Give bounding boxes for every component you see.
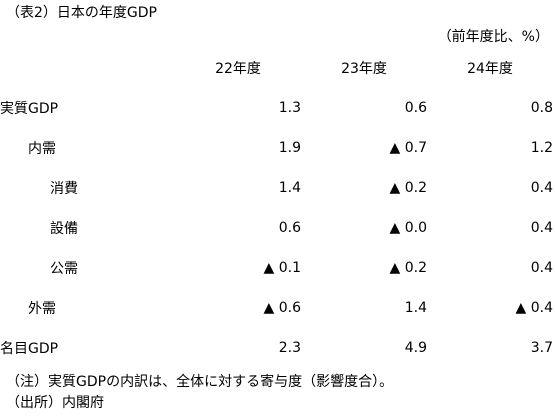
table-row: 内需 1.9 ▲ 0.7 1.2 bbox=[0, 128, 553, 168]
table-cell: 0.8 bbox=[530, 100, 553, 116]
table-cell: 4.9 bbox=[404, 340, 427, 356]
table-cell: ▲ 0.7 bbox=[389, 140, 427, 156]
table-cell: 1.3 bbox=[278, 100, 301, 116]
row-label: 外需 bbox=[28, 301, 56, 317]
indent-cell bbox=[0, 248, 28, 288]
table-row: 実質GDP 1.3 0.6 0.8 bbox=[0, 88, 553, 128]
indent-cell bbox=[28, 208, 50, 248]
table-cell: 3.7 bbox=[530, 340, 553, 356]
table-cell: 0.6 bbox=[404, 100, 427, 116]
unit-label: （前年度比、%） bbox=[437, 29, 549, 45]
row-label: 設備 bbox=[50, 221, 78, 237]
table-cell: 0.4 bbox=[530, 180, 553, 196]
column-header: 23年度 bbox=[341, 61, 387, 77]
indent-cell bbox=[0, 128, 28, 168]
table-cell: ▲ 0.2 bbox=[389, 260, 427, 276]
table-cell: 1.9 bbox=[278, 140, 301, 156]
indent-cell bbox=[0, 208, 28, 248]
table-cell: 1.4 bbox=[404, 300, 427, 316]
table-cell: ▲ 0.0 bbox=[389, 220, 427, 236]
indent-cell bbox=[28, 168, 50, 208]
row-label: 消費 bbox=[50, 181, 78, 197]
table-row: 外需 ▲ 0.6 1.4 ▲ 0.4 bbox=[0, 288, 553, 328]
indent-cell bbox=[0, 288, 28, 328]
source-note: （出所）内閣府 bbox=[6, 395, 104, 411]
footnote: （注）実質GDPの内訳は、全体に対する寄与度（影響度合）。 bbox=[6, 374, 394, 390]
row-label: 名目GDP bbox=[0, 341, 59, 357]
table-cell: 0.4 bbox=[530, 260, 553, 276]
table-row: 消費 1.4 ▲ 0.2 0.4 bbox=[0, 168, 553, 208]
header-label-cell bbox=[0, 48, 175, 88]
column-header: 24年度 bbox=[467, 61, 513, 77]
table-cell: 2.3 bbox=[278, 340, 301, 356]
table-cell: ▲ 0.2 bbox=[389, 180, 427, 196]
table-row: 名目GDP 2.3 4.9 3.7 bbox=[0, 328, 553, 368]
indent-cell bbox=[28, 248, 50, 288]
table-row: 設備 0.6 ▲ 0.0 0.4 bbox=[0, 208, 553, 248]
column-header: 22年度 bbox=[215, 61, 261, 77]
table-cell: ▲ 0.6 bbox=[263, 300, 301, 316]
indent-cell bbox=[0, 168, 28, 208]
table-cell: ▲ 0.4 bbox=[515, 300, 553, 316]
table-row: 公需 ▲ 0.1 ▲ 0.2 0.4 bbox=[0, 248, 553, 288]
table-cell: 1.2 bbox=[530, 140, 553, 156]
row-label: 内需 bbox=[28, 141, 56, 157]
gdp-table: 22年度 23年度 24年度 実質GDP 1.3 0.6 0.8 内需 1.9 … bbox=[0, 48, 553, 368]
row-label: 実質GDP bbox=[0, 101, 59, 117]
table-cell: 1.4 bbox=[278, 180, 301, 196]
table-title: （表2）日本の年度GDP bbox=[6, 5, 157, 21]
row-label: 公需 bbox=[50, 261, 78, 277]
header-row: 22年度 23年度 24年度 bbox=[0, 48, 553, 88]
table-cell: ▲ 0.1 bbox=[263, 260, 301, 276]
table-cell: 0.4 bbox=[530, 220, 553, 236]
table-cell: 0.6 bbox=[278, 220, 301, 236]
